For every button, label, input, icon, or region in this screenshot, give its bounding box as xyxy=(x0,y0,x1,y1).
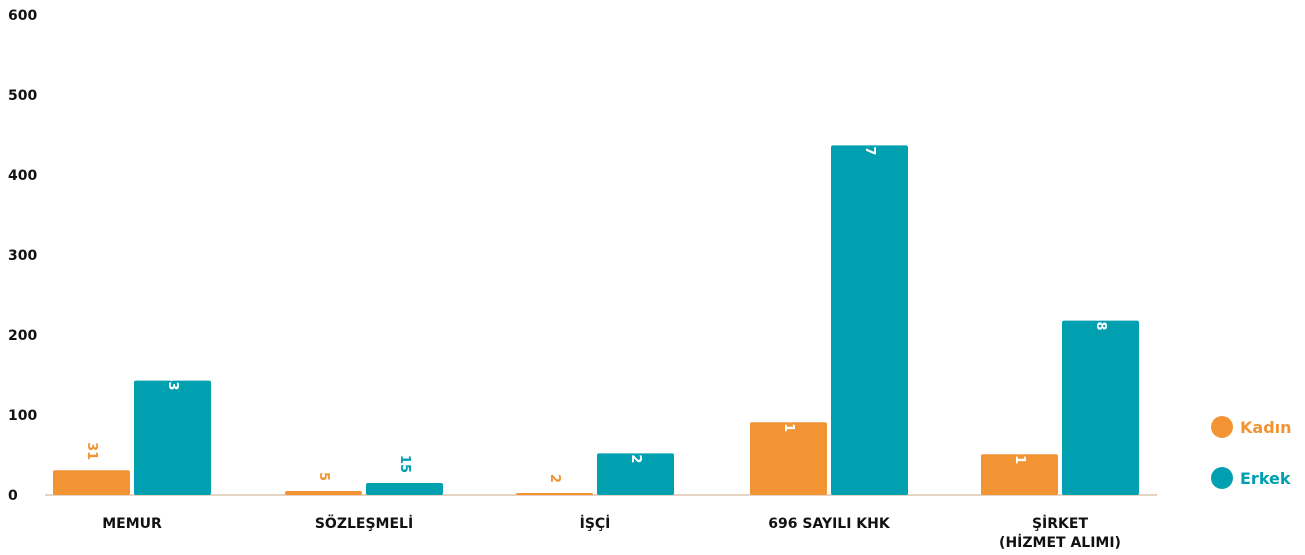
data-label: 91 xyxy=(781,414,796,432)
category-label: 696 SAYILI KHK xyxy=(768,516,891,532)
y-tick-label: 100 xyxy=(8,408,37,424)
y-tick-label: 500 xyxy=(8,88,37,104)
y-tick-label: 600 xyxy=(8,8,37,24)
data-label: 2 xyxy=(547,474,562,483)
data-label: 31 xyxy=(84,442,99,460)
legend-label-kadın: Kadın xyxy=(1240,418,1292,437)
bar-kadın xyxy=(516,493,593,495)
bar-erkek xyxy=(366,483,443,495)
category-label: SÖZLEŞMELİ xyxy=(315,514,413,532)
bar-erkek xyxy=(1062,320,1139,495)
data-label: 52 xyxy=(628,445,643,463)
legend-label-erkek: Erkek xyxy=(1240,469,1291,488)
bar-kadın xyxy=(285,491,362,495)
bar-erkek xyxy=(597,453,674,495)
legend-swatch-erkek xyxy=(1211,467,1233,489)
category-label: (HİZMET ALIMI) xyxy=(999,534,1121,551)
data-label: 15 xyxy=(397,455,412,473)
bar-kadın xyxy=(981,454,1058,495)
category-label: ŞİRKET xyxy=(1032,515,1088,532)
category-label: MEMUR xyxy=(102,516,162,532)
y-tick-label: 200 xyxy=(8,328,37,344)
bar-kadın xyxy=(750,422,827,495)
data-label: 51 xyxy=(1012,446,1027,464)
data-label: 5 xyxy=(316,472,331,481)
bar-erkek xyxy=(134,380,211,495)
y-tick-label: 300 xyxy=(8,248,37,264)
y-tick-label: 400 xyxy=(8,168,37,184)
y-tick-label: 0 xyxy=(8,488,18,504)
data-label: 143 xyxy=(165,363,180,390)
bar-erkek xyxy=(831,145,908,495)
data-label: 218 xyxy=(1093,303,1108,330)
data-label: 437 xyxy=(862,128,877,155)
bar-kadın xyxy=(53,470,130,495)
legend-swatch-kadın xyxy=(1211,416,1233,438)
category-label: İŞÇİ xyxy=(580,515,611,532)
